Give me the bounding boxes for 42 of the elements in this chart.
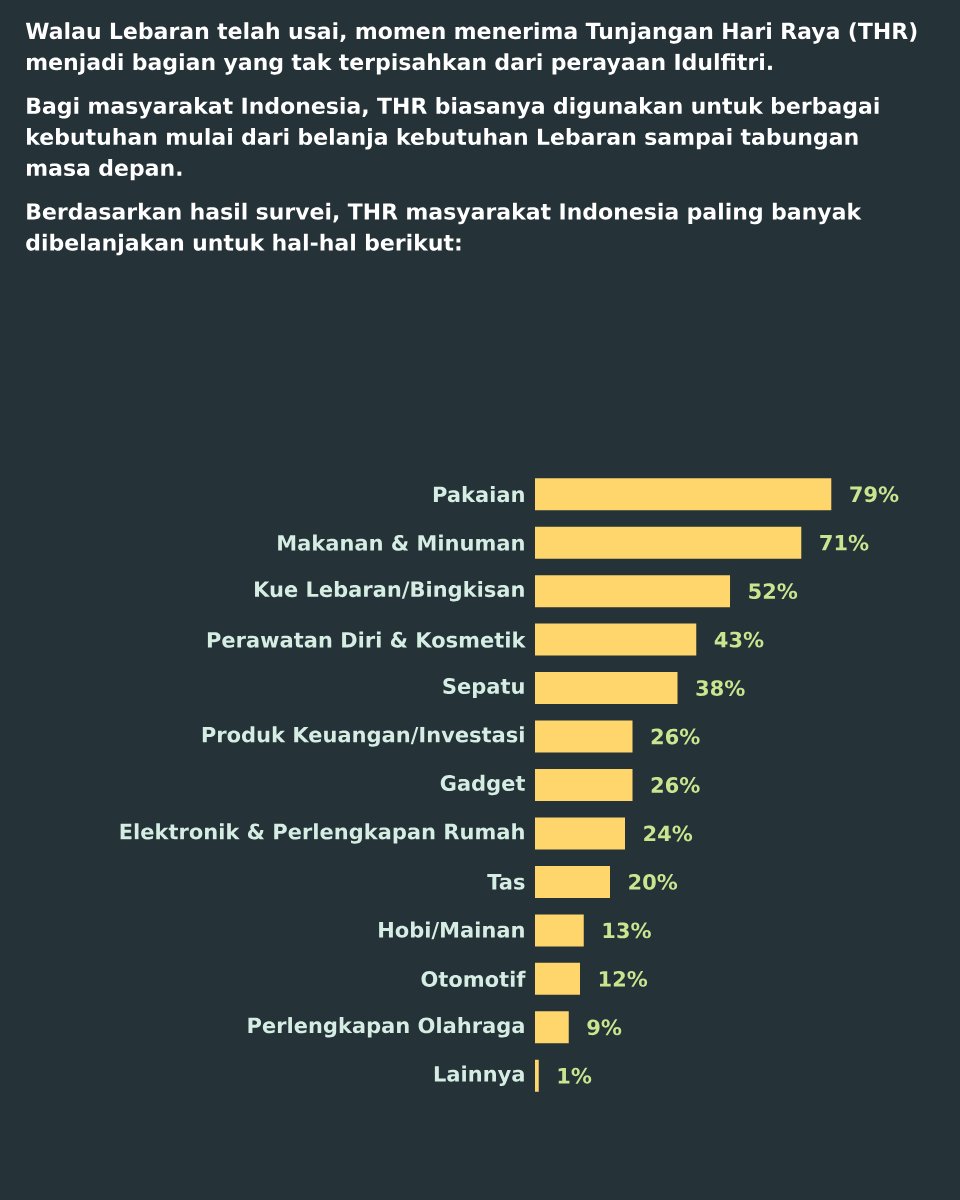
bar xyxy=(535,1059,539,1092)
bar xyxy=(535,672,678,705)
y-tick-label: Hobi/Mainan xyxy=(379,921,524,940)
bar xyxy=(535,769,633,801)
data-label: 24% xyxy=(644,825,693,842)
y-tick-label: Tas xyxy=(487,874,525,890)
bar xyxy=(535,865,611,898)
bar xyxy=(535,575,731,608)
data-label: 12% xyxy=(599,970,648,987)
y-tick-label: Lainnya xyxy=(434,1065,524,1087)
bar xyxy=(535,526,802,559)
bar xyxy=(535,623,697,656)
chart-title: Walau Lebaran telah usai, momen menerima Tunjangan Hari Raya (THR) menjadi bagian yang tak terpisahkan dari perayaan Idulfitri. xyxy=(25,22,917,75)
data-label: 20% xyxy=(629,873,678,890)
data-label: 38% xyxy=(696,680,745,697)
data-label: 71% xyxy=(820,534,869,551)
data-label: 79% xyxy=(850,486,899,503)
data-label: 43% xyxy=(714,631,764,648)
y-tick-label: Gadget xyxy=(440,774,525,796)
data-label: 1% xyxy=(558,1067,592,1084)
y-tick-label: Makanan & Minuman xyxy=(278,534,524,551)
y-tick-label: Kue Lebaran/Bingkisan xyxy=(255,580,524,602)
bar xyxy=(535,962,580,995)
bar xyxy=(535,478,832,511)
y-tick-label: Perawatan Diri & Kosmetik xyxy=(207,631,526,648)
bar xyxy=(535,817,626,850)
data-label: 13% xyxy=(603,922,651,939)
data-label: 26% xyxy=(651,728,700,745)
y-tick-label: Pakaian xyxy=(433,486,524,503)
bar xyxy=(535,914,584,947)
data-label: 26% xyxy=(651,777,700,793)
data-label: 52% xyxy=(749,583,798,600)
bar xyxy=(535,720,633,753)
y-tick-label: Otomotif xyxy=(421,970,526,987)
chart-subtitle: Bagi masyarakat Indonesia, THR biasanya digunakan untuk berbagai kebutuhan mulai dari belanja kebutuhan Lebaran sampai tabungan masa depan. xyxy=(27,97,879,181)
y-tick-label: Elektronik & Perlengkapan Rumah xyxy=(120,823,524,844)
data-label: 9% xyxy=(587,1019,622,1036)
y-tick-label: Sepatu xyxy=(443,678,524,699)
bar xyxy=(535,1011,569,1044)
y-tick-label: Perlengkapan Olahraga xyxy=(248,1017,524,1038)
y-tick-label: Produk Keuangan/Investasi xyxy=(202,726,524,747)
text: Berdasarkan hasil survei, THR masyarakat Indonesia paling banyak dibelanjakan untuk hal-hal berikut: xyxy=(26,202,862,256)
